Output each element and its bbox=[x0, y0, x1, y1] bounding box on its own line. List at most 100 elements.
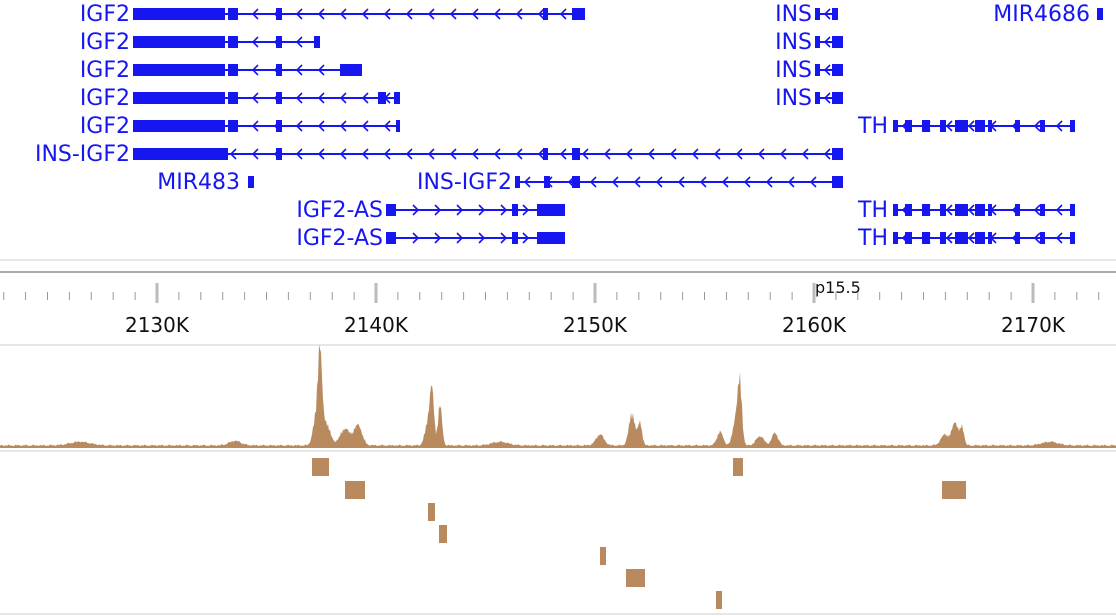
strand-chevron bbox=[427, 8, 435, 20]
strand-chevron bbox=[581, 148, 589, 160]
strand-chevron bbox=[361, 120, 369, 132]
strand-chevron bbox=[523, 176, 531, 188]
exon bbox=[893, 120, 898, 132]
exon bbox=[832, 176, 843, 188]
strand-chevron bbox=[691, 148, 699, 160]
exon bbox=[276, 148, 282, 160]
peak-block bbox=[345, 481, 365, 499]
gene-label: IGF2-AS bbox=[296, 226, 383, 251]
gene-label: INS bbox=[775, 2, 812, 27]
exon bbox=[133, 92, 225, 104]
strand-chevron bbox=[317, 8, 325, 20]
exon bbox=[832, 148, 843, 160]
exon bbox=[248, 176, 254, 188]
strand-chevron bbox=[801, 148, 809, 160]
exon bbox=[276, 64, 282, 76]
exon bbox=[940, 232, 946, 244]
strand-chevron bbox=[633, 176, 641, 188]
exon bbox=[544, 176, 550, 188]
exon bbox=[1070, 120, 1075, 132]
exon bbox=[276, 120, 282, 132]
exon bbox=[543, 8, 548, 20]
exon bbox=[386, 232, 396, 244]
strand-chevron bbox=[405, 148, 413, 160]
exon bbox=[893, 204, 898, 216]
signal-area bbox=[0, 344, 1116, 448]
strand-chevron bbox=[589, 176, 597, 188]
strand-chevron bbox=[537, 148, 545, 160]
exon bbox=[276, 8, 282, 20]
exon bbox=[905, 232, 912, 244]
gene-label: IGF2-AS bbox=[296, 198, 383, 223]
peak-block bbox=[716, 591, 722, 609]
strand-chevron bbox=[493, 148, 501, 160]
strand-chevron bbox=[383, 8, 391, 20]
gene-label: INS-IGF2 bbox=[417, 170, 512, 195]
gene-label: IGF2 bbox=[80, 30, 130, 55]
ruler-label: 2170K bbox=[1001, 313, 1066, 337]
strand-chevron bbox=[434, 232, 442, 244]
gene-label: IGF2 bbox=[80, 2, 130, 27]
strand-chevron bbox=[456, 204, 464, 216]
exon bbox=[537, 232, 565, 244]
strand-chevron bbox=[456, 232, 464, 244]
strand-chevron bbox=[412, 204, 420, 216]
strand-chevron bbox=[317, 120, 325, 132]
exon bbox=[1040, 204, 1045, 216]
exon bbox=[537, 204, 565, 216]
exon bbox=[572, 148, 580, 160]
ruler-label: 2150K bbox=[563, 313, 628, 337]
exon bbox=[815, 8, 820, 20]
strand-chevron bbox=[945, 120, 953, 132]
exon bbox=[975, 120, 985, 132]
strand-chevron bbox=[735, 148, 743, 160]
ruler-label: 2130K bbox=[125, 313, 190, 337]
strand-chevron bbox=[493, 8, 501, 20]
exon bbox=[832, 92, 843, 104]
exon bbox=[832, 64, 843, 76]
strand-chevron bbox=[339, 148, 347, 160]
exon bbox=[1040, 232, 1045, 244]
strand-chevron bbox=[412, 232, 420, 244]
strand-chevron bbox=[361, 148, 369, 160]
exon bbox=[133, 36, 225, 48]
strand-chevron bbox=[339, 120, 347, 132]
strand-chevron bbox=[515, 148, 523, 160]
strand-chevron bbox=[967, 120, 975, 132]
exon bbox=[276, 92, 282, 104]
strand-chevron bbox=[823, 36, 831, 48]
exon bbox=[340, 64, 362, 76]
strand-chevron bbox=[765, 176, 773, 188]
strand-chevron bbox=[1055, 232, 1063, 244]
strand-chevron bbox=[1033, 120, 1041, 132]
strand-chevron bbox=[537, 8, 545, 20]
strand-chevron bbox=[603, 148, 611, 160]
strand-chevron bbox=[669, 148, 677, 160]
strand-chevron bbox=[295, 120, 303, 132]
strand-chevron bbox=[522, 204, 530, 216]
strand-chevron bbox=[471, 8, 479, 20]
strand-chevron bbox=[251, 8, 259, 20]
gene-label: INS bbox=[775, 86, 812, 111]
strand-chevron bbox=[1033, 232, 1041, 244]
strand-chevron bbox=[655, 176, 663, 188]
exon bbox=[1015, 232, 1020, 244]
strand-chevron bbox=[295, 148, 303, 160]
strand-chevron bbox=[522, 232, 530, 244]
exon bbox=[1070, 232, 1075, 244]
exon bbox=[1040, 120, 1045, 132]
strand-chevron bbox=[295, 64, 303, 76]
strand-chevron bbox=[945, 232, 953, 244]
exon bbox=[314, 36, 320, 48]
strand-chevron bbox=[743, 176, 751, 188]
peak-block bbox=[733, 458, 743, 476]
exon bbox=[832, 8, 838, 20]
strand-chevron bbox=[229, 148, 237, 160]
strand-chevron bbox=[317, 92, 325, 104]
exon bbox=[386, 204, 396, 216]
strand-chevron bbox=[809, 176, 817, 188]
strand-chevron bbox=[823, 148, 831, 160]
exon bbox=[922, 120, 930, 132]
strand-chevron bbox=[295, 36, 303, 48]
exon bbox=[955, 120, 968, 132]
